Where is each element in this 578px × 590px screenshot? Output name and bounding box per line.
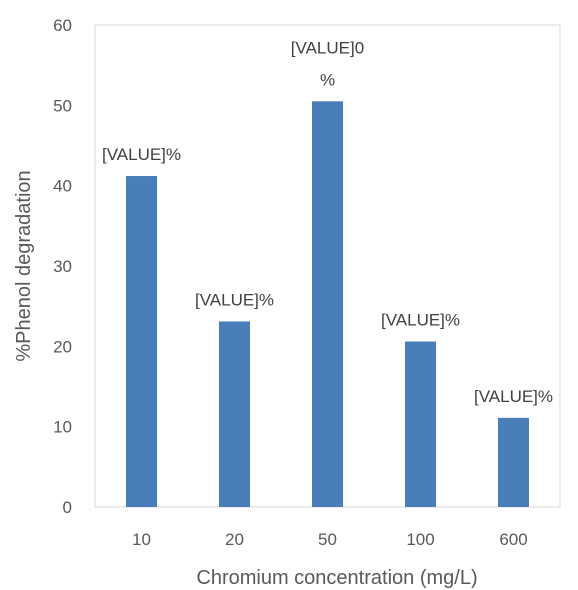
data-label: %: [320, 70, 335, 89]
y-tick-label: 30: [53, 257, 72, 276]
y-tick-label: 0: [63, 498, 72, 517]
y-tick-label: 50: [53, 96, 72, 115]
data-label: [VALUE]%: [195, 290, 274, 309]
x-tick-label: 50: [318, 530, 337, 549]
y-tick-label: 40: [53, 177, 72, 196]
bar: [312, 101, 343, 508]
y-axis-ticks: 0 10 20 30 40 50 60: [53, 16, 72, 517]
x-axis-title: Chromium concentration (mg/L): [196, 567, 477, 589]
bar: [405, 341, 436, 507]
data-label: [VALUE]%: [102, 145, 181, 164]
x-tick-label: 600: [499, 530, 527, 549]
bar: [126, 176, 157, 507]
data-label: [VALUE]%: [381, 311, 460, 330]
x-tick-label: 100: [406, 530, 434, 549]
y-tick-label: 20: [53, 337, 72, 356]
data-label: [VALUE]0: [291, 38, 364, 57]
x-tick-label: 20: [225, 530, 244, 549]
y-axis-title: %Phenol degradation: [13, 170, 35, 361]
y-tick-label: 60: [53, 16, 72, 35]
x-tick-label: 10: [132, 530, 151, 549]
bar: [219, 321, 250, 507]
y-tick-label: 10: [53, 418, 72, 437]
x-axis-ticks: 10 20 50 100 600: [132, 530, 528, 549]
bar: [498, 417, 529, 507]
bars: [126, 101, 529, 508]
data-label: [VALUE]%: [474, 387, 553, 406]
data-labels: [VALUE]% [VALUE]% [VALUE]0% [VALUE]% [VALUE]…: [102, 38, 553, 406]
